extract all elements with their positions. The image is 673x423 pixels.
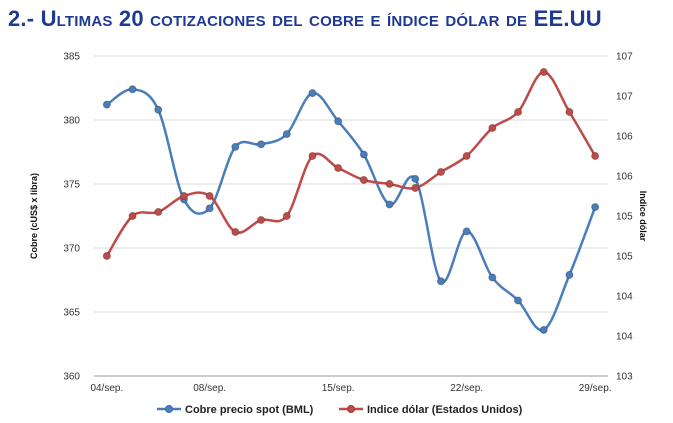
data-point-cobre (205, 204, 214, 213)
data-point-dolar (179, 191, 189, 201)
left-axis-ticks: 360 365 370 375 380 385 (63, 52, 80, 383)
data-point-cobre (128, 85, 137, 94)
right-tick-label: 105 (616, 252, 633, 263)
right-tick-label: 107 (616, 92, 633, 103)
right-tick-label: 107 (616, 52, 633, 63)
data-point-cobre (102, 100, 111, 109)
right-tick-label: 106 (616, 132, 633, 143)
data-point-dolar (462, 151, 471, 161)
data-point-cobre (154, 105, 163, 114)
right-tick-label: 106 (616, 172, 633, 183)
data-point-dolar (128, 211, 137, 221)
legend-cobre-marker (165, 405, 173, 413)
gridlines (94, 55, 608, 377)
right-tick-label: 104 (616, 292, 633, 303)
right-tick-label: 103 (616, 372, 633, 383)
data-point-cobre (334, 117, 343, 126)
data-point-cobre (488, 273, 497, 282)
data-point-dolar (205, 191, 214, 201)
series-line-dolar (105, 70, 597, 257)
data-point-dolar (488, 123, 497, 133)
data-point-dolar (282, 211, 291, 221)
right-tick-label: 105 (616, 212, 633, 223)
left-tick-label: 365 (63, 308, 80, 319)
left-tick-label: 385 (63, 52, 80, 63)
data-point-cobre (308, 89, 317, 98)
data-point-dolar (359, 175, 368, 185)
x-tick-label: 15/sep. (322, 383, 355, 394)
data-point-cobre (591, 202, 600, 212)
data-point-cobre (256, 140, 266, 149)
data-point-cobre (436, 277, 446, 286)
left-axis-title: Cobre (cUS$ x libra) (29, 173, 39, 259)
page-title: 2.- Ultimas 20 cotizaciones del cobre e … (8, 6, 602, 31)
data-point-cobre (385, 200, 394, 209)
data-point-dolar (436, 167, 446, 177)
data-point-dolar (565, 107, 574, 117)
legend-dolar-marker (347, 405, 355, 413)
left-tick-label: 380 (63, 116, 80, 127)
right-tick-label: 104 (616, 332, 633, 343)
legend-cobre-label: Cobre precio spot (BML) (185, 404, 314, 416)
right-axis-title: Indice dólar (638, 191, 648, 242)
legend-dolar-label: Indice dólar (Estados Unidos) (367, 404, 523, 416)
data-point-dolar (411, 183, 420, 193)
data-point-dolar (513, 107, 523, 117)
x-tick-label: 08/sep. (193, 383, 226, 394)
data-point-dolar (334, 163, 343, 173)
x-axis-ticks: 04/sep. 08/sep. 15/sep. 22/sep. 29/sep. (90, 383, 611, 394)
series-layer (102, 67, 600, 335)
right-axis-ticks: 103 104 104 105 105 106 106 107 107 (616, 52, 633, 383)
left-tick-label: 375 (63, 180, 80, 191)
legend: Cobre precio spot (BML) Indice dólar (Es… (157, 404, 523, 416)
left-tick-label: 360 (63, 372, 80, 383)
data-point-dolar (256, 215, 266, 225)
data-point-cobre (282, 129, 291, 139)
data-point-cobre (231, 142, 240, 151)
x-tick-label: 22/sep. (450, 383, 483, 394)
x-tick-label: 29/sep. (579, 383, 612, 394)
data-point-dolar (385, 179, 394, 189)
data-point-dolar (591, 151, 600, 161)
series-line-cobre (106, 88, 597, 332)
data-point-dolar (102, 251, 111, 261)
data-point-cobre (513, 296, 523, 305)
data-point-dolar (231, 227, 240, 237)
data-point-cobre (565, 270, 574, 279)
data-point-dolar (308, 151, 317, 161)
data-point-cobre (411, 174, 420, 183)
x-tick-label: 04/sep. (90, 383, 123, 394)
data-point-cobre (462, 227, 471, 236)
left-tick-label: 370 (63, 244, 80, 255)
data-point-cobre (539, 325, 548, 335)
data-point-dolar (154, 207, 163, 217)
data-point-dolar (539, 67, 548, 77)
data-point-cobre (359, 150, 368, 159)
